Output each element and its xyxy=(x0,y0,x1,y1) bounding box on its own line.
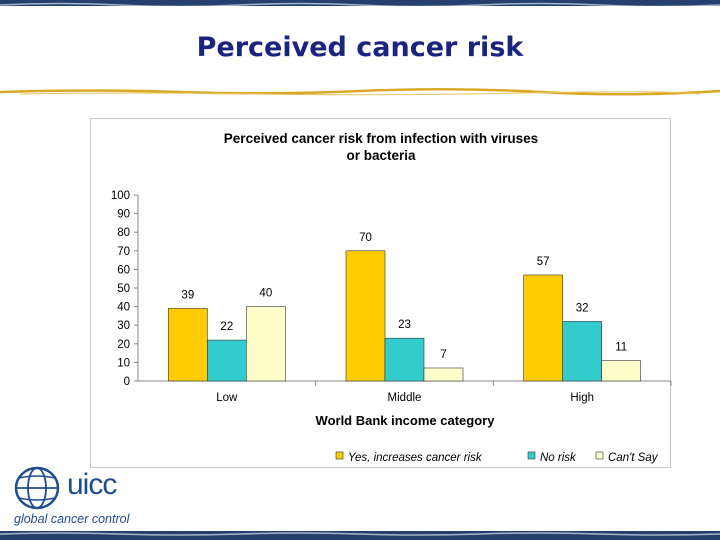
bar xyxy=(168,308,208,382)
y-tick-label: 0 xyxy=(124,376,130,388)
top-decorative-stripe xyxy=(0,0,720,6)
logo-tagline: global cancer control xyxy=(14,512,130,526)
legend-label: Can't Say xyxy=(608,452,659,464)
legend-swatch xyxy=(595,451,604,460)
bar-value-label: 11 xyxy=(615,342,627,354)
chart-frame: Perceived cancer risk from infection wit… xyxy=(90,118,672,468)
bar-chart: Perceived cancer risk from infection wit… xyxy=(111,131,672,464)
x-tick-label: Low xyxy=(216,392,238,404)
x-tick-label: High xyxy=(570,392,594,404)
y-tick-label: 80 xyxy=(117,227,130,239)
y-tick-label: 70 xyxy=(117,246,130,258)
logo-wordmark: uicc xyxy=(67,468,117,501)
bar xyxy=(423,367,464,382)
bar xyxy=(345,250,386,382)
bar xyxy=(246,306,286,382)
y-tick-label: 90 xyxy=(117,209,130,221)
y-tick-label: 20 xyxy=(117,339,130,351)
bottom-decorative-stripe xyxy=(0,531,720,540)
bar-value-label: 22 xyxy=(220,321,233,333)
x-tick-label: Middle xyxy=(388,392,422,404)
chart-title-line-2: or bacteria xyxy=(346,148,416,163)
y-tick-label: 10 xyxy=(117,357,130,369)
bar xyxy=(523,274,563,382)
bar xyxy=(207,339,247,382)
chart-title-line-1: Perceived cancer risk from infection wit… xyxy=(224,131,538,146)
title-underline-rule xyxy=(0,87,720,96)
bar xyxy=(601,360,641,382)
legend-label: No risk xyxy=(540,452,577,464)
bar-value-label: 23 xyxy=(398,319,411,331)
bar xyxy=(562,321,602,382)
uicc-logo: uicc global cancer control xyxy=(10,462,140,530)
bar-value-label: 32 xyxy=(576,302,589,314)
y-tick-label: 100 xyxy=(111,190,130,202)
bar-value-label: 40 xyxy=(259,288,272,300)
bar-value-label: 39 xyxy=(181,289,194,301)
y-tick-label: 40 xyxy=(117,302,130,314)
slide-title: Perceived cancer risk xyxy=(196,32,524,63)
y-tick-label: 50 xyxy=(117,283,130,295)
x-axis-label: World Bank income category xyxy=(316,413,496,428)
bar-value-label: 70 xyxy=(359,232,372,244)
legend-swatch xyxy=(527,451,536,460)
bar xyxy=(384,337,425,382)
legend-swatch xyxy=(335,451,344,460)
y-tick-label: 30 xyxy=(117,320,130,332)
y-tick-label: 60 xyxy=(117,264,130,276)
bar-value-label: 57 xyxy=(537,256,550,268)
legend-label: Yes, increases cancer risk xyxy=(348,452,483,464)
globe-icon xyxy=(14,466,60,510)
bar-value-label: 7 xyxy=(440,349,446,361)
